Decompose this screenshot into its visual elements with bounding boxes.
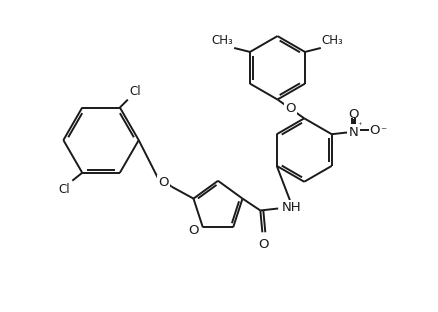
Text: O: O: [159, 176, 169, 189]
Text: ⁺: ⁺: [357, 121, 362, 130]
Text: ⁻: ⁻: [380, 126, 386, 139]
Text: O: O: [286, 102, 296, 115]
Text: CH₃: CH₃: [212, 34, 233, 47]
Text: NH: NH: [282, 201, 302, 214]
Text: CH₃: CH₃: [322, 34, 343, 47]
Text: O: O: [188, 224, 199, 237]
Text: O: O: [369, 124, 380, 137]
Text: O: O: [258, 238, 268, 251]
Text: Cl: Cl: [59, 183, 71, 196]
Text: Cl: Cl: [130, 85, 141, 98]
Text: O: O: [348, 108, 359, 121]
Text: O: O: [159, 176, 169, 189]
Text: N: N: [349, 126, 358, 139]
